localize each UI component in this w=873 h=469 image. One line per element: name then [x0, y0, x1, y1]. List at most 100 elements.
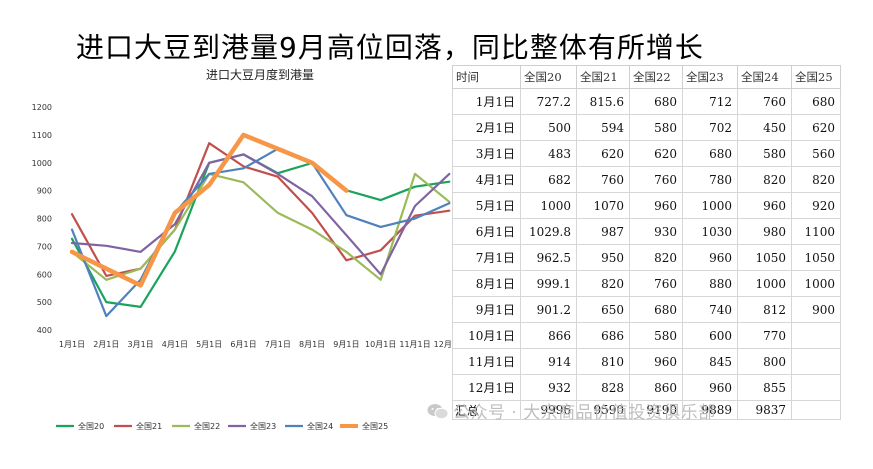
series-line-全国20: [70, 153, 451, 308]
value-cell: 727.2: [520, 88, 577, 115]
value-cell: 780: [682, 166, 738, 193]
header-national-20: 全国20: [520, 65, 577, 89]
value-cell: 620: [629, 140, 683, 167]
value-cell: 820: [737, 166, 792, 193]
value-cell: 860: [629, 374, 683, 401]
row-time-cell: 12月1日: [452, 374, 521, 401]
value-cell: 580: [737, 140, 792, 167]
header-national-23: 全国23: [682, 65, 738, 89]
x-tick-label: 3月1日: [128, 340, 154, 349]
value-cell: 770: [737, 322, 792, 349]
wechat-icon: [427, 404, 449, 420]
table-row: 3月1日 483 620 620 680 580 560: [452, 140, 841, 167]
value-cell: 950: [576, 244, 630, 271]
value-cell: 930: [629, 218, 683, 245]
total-label-cell: 汇总: [452, 400, 521, 420]
y-tick-label: 900: [37, 187, 52, 196]
y-tick-label: 800: [37, 215, 52, 224]
value-cell: 901.2: [520, 296, 577, 323]
value-cell: 812: [737, 296, 792, 323]
value-cell: 960: [629, 348, 683, 375]
legend-label: 全国22: [194, 421, 220, 431]
row-time-cell: 6月1日: [452, 218, 521, 245]
value-cell: 600: [682, 322, 738, 349]
value-cell: 900: [791, 296, 841, 323]
value-cell: 932: [520, 374, 577, 401]
row-time-cell: 5月1日: [452, 192, 521, 219]
watermark-text: 公众号 · 大宗商品价值投资俱乐部: [453, 403, 716, 423]
value-cell: 760: [576, 166, 630, 193]
value-cell: 960: [629, 192, 683, 219]
value-cell: 702: [682, 114, 738, 141]
x-tick-label: 11月1日: [399, 340, 430, 349]
value-cell: 580: [629, 322, 683, 349]
value-cell: 620: [791, 114, 841, 141]
value-cell: 680: [791, 88, 841, 115]
legend-label: 全国21: [136, 421, 162, 431]
total-value-cell: 9889: [682, 400, 738, 420]
line-chart: 400 500 600 700 800 900 1000 1100 1200 1月1日 2月1日 3月…: [32, 103, 452, 431]
x-tick-label: 10月1日: [365, 340, 396, 349]
total-value-cell: 9996: [520, 400, 577, 420]
value-cell: 962.5: [520, 244, 577, 271]
table-row: 4月1日 682 760 760 780 820 820: [452, 166, 841, 193]
value-cell: 680: [629, 296, 683, 323]
x-tick-label: 8月1日: [299, 340, 325, 349]
chart-title: 进口大豆月度到港量: [205, 68, 314, 82]
value-cell: 620: [576, 140, 630, 167]
value-cell: 1000: [520, 192, 577, 219]
value-cell: 1000: [791, 270, 841, 297]
value-cell: 760: [737, 88, 792, 115]
value-cell: 760: [629, 270, 683, 297]
value-cell: 1070: [576, 192, 630, 219]
x-tick-label: 9月1日: [333, 340, 359, 349]
value-cell: 680: [682, 140, 738, 167]
row-time-cell: 7月1日: [452, 244, 521, 271]
legend-label: 全国25: [362, 421, 388, 431]
y-tick-label: 1000: [32, 159, 52, 168]
table-row: 10月1日 866 686 580 600 770: [452, 322, 841, 349]
table-row: 12月1日 932 828 860 960 855: [452, 374, 841, 401]
value-cell: 1100: [791, 218, 841, 245]
x-tick-label: 6月1日: [230, 340, 256, 349]
value-cell: 914: [520, 348, 577, 375]
header-national-22: 全国22: [629, 65, 683, 89]
value-cell: [791, 374, 841, 401]
total-value-cell: 9590: [576, 400, 630, 420]
value-cell: 845: [682, 348, 738, 375]
y-tick-label: 500: [37, 298, 52, 307]
table-row: 2月1日 500 594 580 702 450 620: [452, 114, 841, 141]
value-cell: 999.1: [520, 270, 577, 297]
y-tick-label: 700: [37, 242, 52, 251]
row-time-cell: 8月1日: [452, 270, 521, 297]
value-cell: 820: [576, 270, 630, 297]
value-cell: 483: [520, 140, 577, 167]
watermark: 公众号 · 大宗商品价值投资俱乐部: [427, 398, 716, 423]
value-cell: 800: [737, 348, 792, 375]
legend-label: 全国24: [307, 421, 333, 431]
value-cell: 594: [576, 114, 630, 141]
table-row: 6月1日 1029.8 987 930 1030 980 1100: [452, 218, 841, 245]
x-tick-label: 2月1日: [93, 340, 119, 349]
header-national-24: 全国24: [737, 65, 792, 89]
value-cell: 855: [737, 374, 792, 401]
header-time: 时间: [452, 65, 521, 89]
header-national-25: 全国25: [791, 65, 841, 89]
series-line-全国23: [70, 153, 451, 276]
table-row: 7月1日 962.5 950 820 960 1050 1050: [452, 244, 841, 271]
value-cell: 740: [682, 296, 738, 323]
value-cell: 1000: [682, 192, 738, 219]
series-line-全国25: [69, 132, 349, 288]
value-cell: 650: [576, 296, 630, 323]
series-line-全国24: [70, 147, 451, 318]
value-cell: 810: [576, 348, 630, 375]
value-cell: 1030: [682, 218, 738, 245]
value-cell: 1050: [791, 244, 841, 271]
row-time-cell: 3月1日: [452, 140, 521, 167]
x-tick-label: 5月1日: [196, 340, 222, 349]
value-cell: 680: [629, 88, 683, 115]
row-time-cell: 4月1日: [452, 166, 521, 193]
x-tick-label: 12月1日: [434, 340, 452, 349]
y-tick-label: 400: [37, 326, 52, 335]
value-cell: 920: [791, 192, 841, 219]
